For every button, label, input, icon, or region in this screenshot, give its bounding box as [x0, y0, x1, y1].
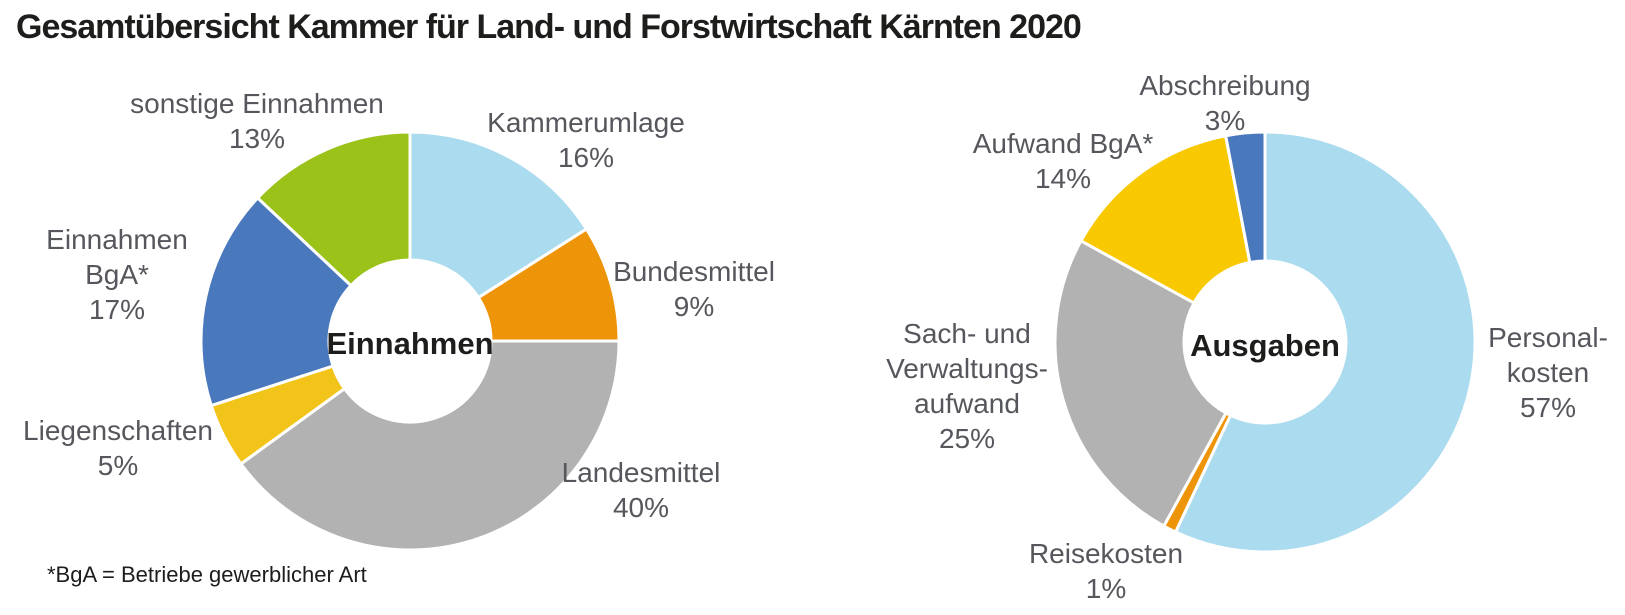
- footnote-bga-definition: *BgA = Betriebe gewerblicher Art: [47, 562, 367, 587]
- ausgaben-slice-abschreibung: [1224, 130, 1267, 264]
- ausgaben-label-aufwand-bga: Aufwand BgA* 14%: [972, 128, 1154, 194]
- ausgaben-slice-personalkosten: [1174, 130, 1477, 554]
- einnahmen-label-landesmittel: Landesmittel 40%: [561, 457, 721, 523]
- einnahmen-label-bundesmittel: Bundesmittel 9%: [613, 256, 775, 322]
- einnahmen-label-liegenschaften: Liegenschaften 5%: [23, 415, 213, 481]
- einnahmen-slice-sonstige-einnahmen: [256, 130, 412, 288]
- einnahmen-slice-einnahmen-bga: [199, 196, 353, 408]
- ausgaben-label-sach-und-verwaltungsaufwand: Sach- und Verwaltungs- aufwand 25%: [886, 318, 1048, 454]
- einnahmen-label-kammerumlage: Kammerumlage 16%: [487, 107, 685, 173]
- page-title: Gesamtübersicht Kammer für Land- und For…: [16, 8, 1082, 46]
- einnahmen-label-einnahmen-bga: Einnahmen BgA* 17%: [46, 224, 188, 325]
- einnahmen-label-sonstige-einnahmen: sonstige Einnahmen 13%: [130, 88, 384, 154]
- ausgaben-slice-aufwand-bga: [1079, 134, 1252, 305]
- ausgaben-donut-chart: [1053, 130, 1477, 554]
- ausgaben-label-personalkosten: Personal- kosten 57%: [1488, 322, 1608, 423]
- ausgaben-label-reisekosten: Reisekosten 1%: [1028, 538, 1184, 604]
- ausgaben-slice-sach-und-verwaltungsaufwand: [1053, 239, 1228, 528]
- einnahmen-donut-chart: [199, 130, 621, 552]
- einnahmen-center-label: Einnahmen: [326, 326, 494, 361]
- ausgaben-center-label: Ausgaben: [1190, 328, 1340, 363]
- ausgaben-label-abschreibung: Abschreibung 3%: [1139, 70, 1311, 136]
- einnahmen-slice-landesmittel: [239, 339, 621, 552]
